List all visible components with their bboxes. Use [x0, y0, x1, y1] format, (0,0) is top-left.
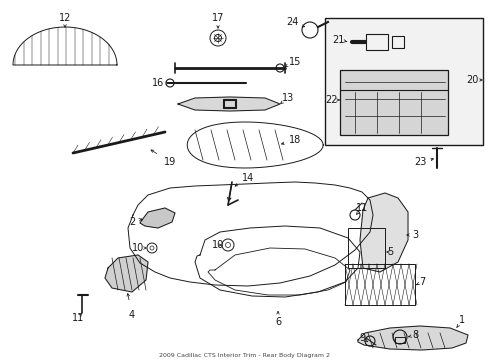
Text: 5: 5	[386, 247, 392, 257]
Polygon shape	[359, 193, 407, 272]
Text: 2: 2	[129, 217, 135, 227]
Text: 3: 3	[411, 230, 417, 240]
Polygon shape	[140, 208, 175, 228]
Text: 2009 Cadillac CTS Interior Trim - Rear Body Diagram 2: 2009 Cadillac CTS Interior Trim - Rear B…	[159, 352, 329, 357]
Text: 11: 11	[72, 313, 84, 323]
Text: 23: 23	[413, 157, 426, 167]
Text: 20: 20	[465, 75, 477, 85]
Bar	[365, 34, 387, 50]
Text: 6: 6	[274, 317, 281, 327]
Bar	[325, 18, 482, 145]
Text: 19: 19	[163, 157, 176, 167]
Text: 7: 7	[418, 277, 424, 287]
Text: 18: 18	[288, 135, 301, 145]
Text: 10: 10	[132, 243, 144, 253]
Bar	[347, 228, 384, 268]
Text: 4: 4	[129, 310, 135, 320]
Text: 14: 14	[242, 173, 254, 183]
Text: 22: 22	[325, 95, 338, 105]
Text: 13: 13	[281, 93, 293, 103]
Text: 9: 9	[358, 333, 365, 343]
Text: 8: 8	[411, 330, 417, 340]
Text: 16: 16	[152, 78, 164, 88]
Text: 17: 17	[211, 13, 224, 23]
Text: 12: 12	[59, 13, 71, 23]
Text: 24: 24	[285, 17, 298, 27]
Text: 15: 15	[288, 57, 301, 67]
Polygon shape	[105, 255, 148, 292]
Text: 11: 11	[355, 203, 367, 213]
Bar	[339, 70, 447, 135]
Bar	[394, 337, 404, 343]
Bar	[391, 36, 403, 48]
Text: 10: 10	[211, 240, 224, 250]
Text: 1: 1	[458, 315, 464, 325]
Polygon shape	[357, 326, 467, 350]
Polygon shape	[178, 97, 280, 111]
Text: 21: 21	[331, 35, 344, 45]
